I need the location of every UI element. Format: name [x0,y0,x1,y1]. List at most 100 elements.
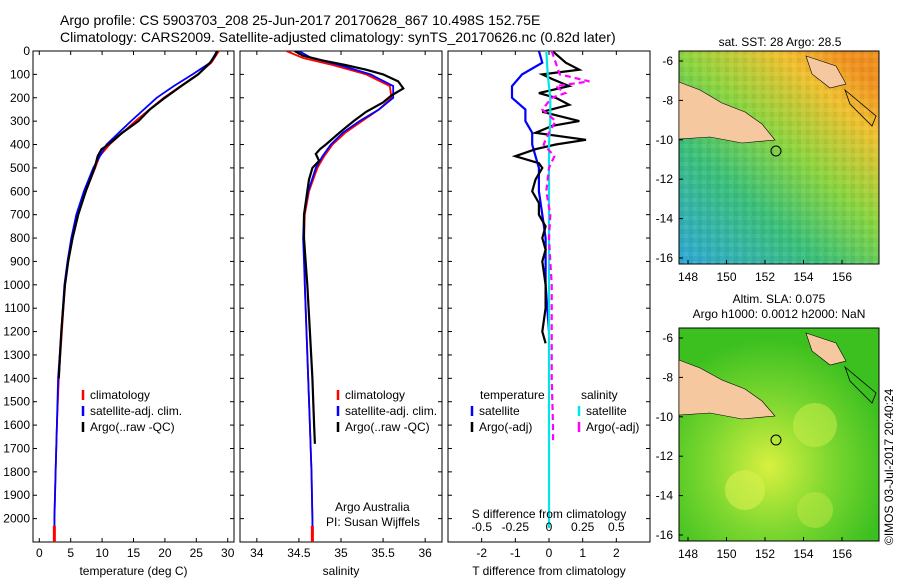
sla-eddy-1 [725,470,765,510]
legend-s-title: salinity [581,388,618,402]
y-tick-label: 700 [10,208,30,222]
x-tick-label: 36 [418,546,432,560]
sla-coast [844,365,877,404]
x-tick-label: 2 [613,546,620,560]
sla-land-island [805,332,847,366]
sla-field [678,327,880,542]
legend-label: satellite-adj. clim. [345,404,437,418]
imos-credit: ©IMOS 03-Jul-2017 20:40:24 [882,388,896,545]
annotation-institution: Argo Australia [335,500,410,514]
lat-tick-label: -10 [656,410,674,424]
y-tick-label: 200 [10,91,30,105]
lat-tick-label: -12 [656,172,674,186]
lat-tick-label: -16 [656,251,674,265]
lat-tick-label: -12 [656,449,674,463]
x-axis-label: temperature (deg C) [79,564,187,578]
x-tick-label: 35.5 [371,546,395,560]
x-axis-label: T difference from climatology [472,564,626,578]
lat-tick-label: -6 [662,54,673,68]
y-tick-label: 1500 [3,395,30,409]
y-tick-label: 1300 [3,348,30,362]
x-tick-label: 0 [36,546,43,560]
sla-map: Altim. SLA: 0.075 Argo h1000: 0.0012 h20… [656,292,880,561]
x-tick-label: 1 [579,546,586,560]
y-tick-label: 1900 [3,488,30,502]
top-x-tick-label: 0.5 [608,520,625,534]
top-x-tick-label: 0 [546,520,553,534]
legend-label: climatology [345,388,405,402]
x-tick-label: 30 [221,546,235,560]
sst-argo-location [770,145,782,157]
diff-series-1 [511,51,587,344]
y-tick-label: 900 [10,254,30,268]
lon-tick-label: 152 [755,270,775,284]
legend-label: Argo(-adj) [586,420,639,434]
x-tick-label: 0 [546,546,553,560]
y-tick-label: 800 [10,231,30,245]
lat-tick-label: -10 [656,133,674,147]
lon-tick-label: 150 [716,270,736,284]
legend-label: satellite [479,404,520,418]
legend-label: satellite [586,404,627,418]
panel-temperature: 0100200300400500600700800900100011001200… [3,44,234,578]
series-group [510,51,590,528]
top-x-tick-label: -0.5 [471,520,492,534]
header-line-1: Argo profile: CS 5903703_208 25-Jun-2017… [60,12,541,28]
panel-difference: -2 -1 0 1 2 T difference from climatology -0.5… [447,50,651,578]
diff-series-3 [540,51,590,444]
lon-tick-label: 148 [678,270,698,284]
y-tick-label: 1800 [3,465,30,479]
plot-frame [32,50,235,543]
sla-title-1: Altim. SLA: 0.075 [733,292,826,306]
legend-label: Argo(..raw -QC) [345,420,430,434]
header-line-2: Climatology: CARS2009. Satellite-adjuste… [60,29,616,45]
y-tick-label: 100 [10,67,30,81]
lon-tick-label: 148 [678,547,698,561]
top-x-tick-label: -0.25 [502,520,530,534]
legend-t-title: temperature [480,388,545,402]
sla-eddy-3 [797,492,833,528]
sla-title-2: Argo h1000: 0.0012 h2000: NaN [693,307,866,321]
series-line-argo-raw-qc- [294,51,405,444]
lat-tick-label: -8 [662,93,673,107]
x-tick-label: 35 [334,546,348,560]
series-line-satellite-adj-clim- [53,51,218,528]
top-x-tick-label: 0.25 [571,520,595,534]
sst-coast [844,88,877,127]
x-tick-label: 34 [250,546,264,560]
lon-tick-label: 154 [793,547,813,561]
legend-label: Argo(..raw -QC) [90,420,175,434]
y-tick-label: 600 [10,184,30,198]
lat-tick-label: -14 [656,212,674,226]
y-tick-label: 1100 [4,301,30,315]
sst-map: sat. SST: 28 Argo: 28.5 -6 -8 -10 -12 -14 -16… [656,35,880,284]
lat-tick-label: -16 [656,528,674,542]
lat-tick-label: -8 [662,370,673,384]
sst-land-island [805,55,847,89]
lat-tick-label: -14 [656,489,674,503]
y-tick-label: 1700 [3,441,30,455]
y-tick-label: 2000 [3,512,30,526]
series-group [52,51,220,542]
lat-tick-label: -6 [662,331,673,345]
y-tick-label: 400 [10,138,30,152]
plot-frame [239,50,443,543]
sst-land-png [678,81,776,144]
legend-label: climatology [90,388,150,402]
y-tick-label: 1400 [3,371,30,385]
x-tick-label: 15 [127,546,141,560]
x-tick-label: 20 [158,546,172,560]
legend-label: Argo(-adj) [479,420,532,434]
lon-tick-label: 156 [832,547,852,561]
sla-eddy-2 [793,403,837,447]
sla-argo-location [770,434,782,446]
lon-tick-label: 156 [832,270,852,284]
x-axis-label: salinity [323,564,360,578]
legend-label: satellite-adj. clim. [90,404,182,418]
lon-tick-label: 152 [755,547,775,561]
series-line-argo-raw-qc- [57,51,219,379]
x-tick-label: 5 [67,546,74,560]
series-line-satellite-adj-clim- [298,51,395,528]
x-tick-label: 34.5 [287,546,311,560]
